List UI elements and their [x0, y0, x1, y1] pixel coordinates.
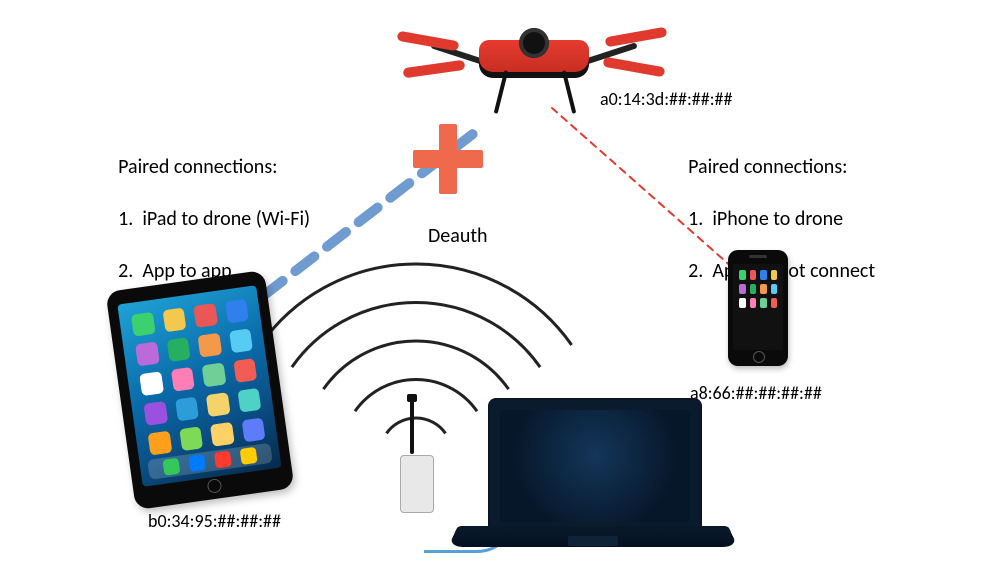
iphone-node [728, 250, 788, 366]
app-icon [179, 426, 203, 451]
app-icon [166, 337, 190, 362]
app-icon [193, 303, 217, 328]
app-icon [750, 270, 757, 280]
connection-blocked-icon [413, 124, 483, 194]
app-icon [197, 333, 221, 358]
app-icon [771, 284, 778, 294]
drone-node [455, 10, 615, 120]
left-caption-item-1: iPad to drone (Wi-Fi) [142, 207, 310, 231]
app-icon [224, 299, 248, 324]
wifi-arc [387, 418, 446, 433]
app-icon [210, 422, 234, 447]
app-icon [739, 284, 746, 294]
drone-mac: a0:14:3d:##:##:## [600, 88, 732, 110]
app-icon [760, 270, 767, 280]
ipad-node [105, 270, 294, 510]
app-icon [739, 270, 746, 280]
app-icon [131, 312, 155, 337]
app-icon [760, 284, 767, 294]
app-icon [143, 401, 167, 426]
app-icon [739, 298, 746, 308]
app-icon [241, 418, 265, 443]
app-icon [170, 367, 194, 392]
app-icon [175, 397, 199, 422]
app-icon [750, 298, 757, 308]
app-icon [750, 284, 757, 294]
wifi-arc [323, 341, 508, 389]
app-icon [162, 308, 186, 333]
app-icon [139, 371, 163, 396]
app-icon [237, 388, 261, 413]
right-caption-title: Paired connections: [688, 155, 847, 179]
dock-app-icon [162, 458, 180, 476]
app-icon [233, 358, 257, 383]
wifi-arc [292, 302, 540, 367]
app-icon [760, 298, 767, 308]
left-caption-title: Paired connections: [118, 155, 277, 179]
dock-app-icon [214, 450, 232, 468]
app-icon [148, 431, 172, 456]
dock-app-icon [188, 454, 206, 472]
app-icon [135, 342, 159, 367]
app-icon [771, 298, 778, 308]
dock-app-icon [240, 447, 258, 465]
diagram-stage: a0:14:3d:##:##:## Paired connections: 1.… [0, 0, 1000, 581]
app-icon [771, 270, 778, 280]
deauth-label: Deauth [428, 223, 488, 249]
ipad-mac: b0:34:95:##:##:## [148, 510, 281, 532]
right-caption-item-1: iPhone to drone [712, 207, 843, 231]
app-icon [206, 392, 230, 417]
app-icon [229, 328, 253, 353]
app-icon [202, 363, 226, 388]
laptop-node [458, 398, 728, 568]
